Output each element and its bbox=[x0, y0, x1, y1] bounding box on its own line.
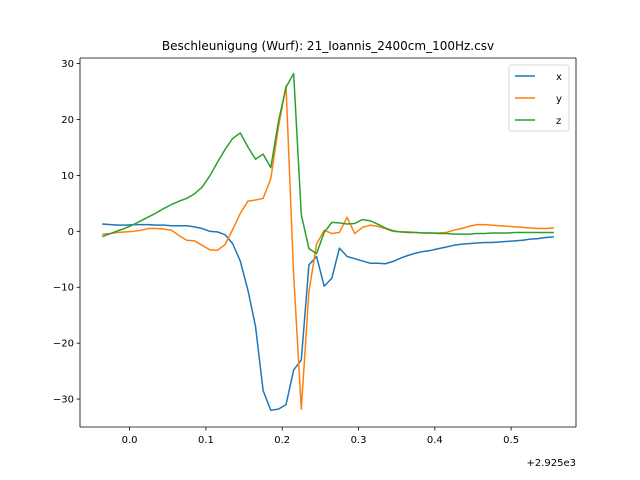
x-tick-label: 0.5 bbox=[503, 435, 519, 446]
chart-title: Beschleunigung (Wurf): 21_Ioannis_2400cm… bbox=[162, 39, 494, 53]
legend-label-z: z bbox=[556, 116, 561, 127]
series-layer bbox=[101, 72, 554, 411]
legend-label-x: x bbox=[556, 72, 562, 83]
series-line-y bbox=[102, 85, 554, 410]
series-line-x bbox=[102, 223, 554, 411]
legend-label-y: y bbox=[556, 94, 562, 105]
legend: xyz bbox=[508, 64, 570, 132]
y-tick-label: 30 bbox=[61, 59, 74, 70]
x-tick-label: 0.2 bbox=[274, 435, 290, 446]
series-line-z bbox=[101, 72, 554, 255]
x-tick-label: 0.1 bbox=[198, 435, 214, 446]
y-axis: −30 −20 −10 0 10 20 30 bbox=[53, 59, 80, 406]
x-axis: 0.0 0.1 0.2 0.3 0.4 0.5 bbox=[122, 427, 519, 446]
x-tick-label: 0.3 bbox=[351, 435, 367, 446]
y-tick-label: −10 bbox=[53, 283, 74, 294]
x-tick-label: 0.4 bbox=[427, 435, 443, 446]
x-tick-label: 0.0 bbox=[122, 435, 138, 446]
y-tick-label: 10 bbox=[61, 171, 74, 182]
y-tick-label: 0 bbox=[68, 227, 74, 238]
legend-box bbox=[508, 64, 570, 132]
y-tick-label: −30 bbox=[53, 395, 74, 406]
y-tick-label: 20 bbox=[61, 115, 74, 126]
y-tick-label: −20 bbox=[53, 339, 74, 350]
x-axis-offset-label: +2.925e3 bbox=[526, 458, 576, 469]
